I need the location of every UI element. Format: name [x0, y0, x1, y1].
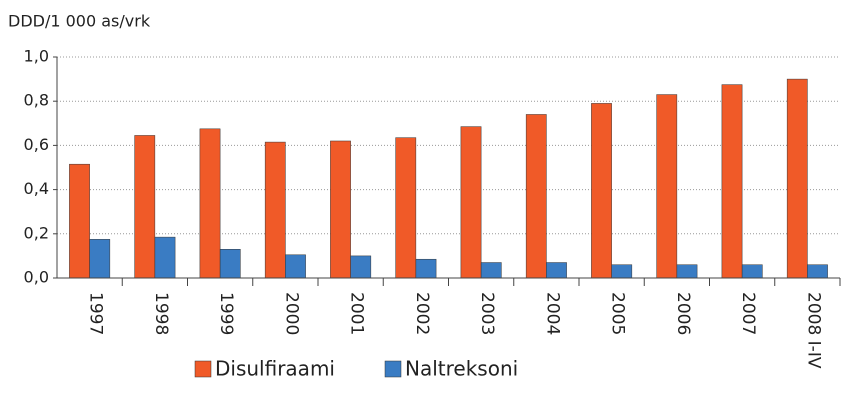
bar [546, 262, 567, 279]
bar [591, 103, 612, 279]
y-tick-label: 0,0 [24, 268, 49, 287]
y-tick-label: 0,6 [24, 135, 49, 154]
bar [350, 255, 372, 279]
bar [199, 128, 221, 279]
x-tick-label: 2001 [347, 292, 367, 335]
x-tick-label: 2000 [281, 292, 301, 335]
bar [611, 264, 633, 279]
x-tick-label: 1999 [216, 292, 236, 335]
x-tick-label: 2007 [738, 292, 758, 335]
bar [219, 249, 241, 279]
x-tick-label: 2008 I-IV [803, 292, 823, 369]
y-tick-label: 0,4 [24, 179, 49, 198]
bar [330, 140, 351, 279]
x-tick-label: 2006 [673, 292, 693, 335]
bar [89, 239, 111, 279]
bar [285, 254, 306, 279]
bar [656, 94, 678, 279]
bar [807, 264, 828, 279]
bar [69, 163, 90, 279]
y-tick-label: 0,8 [24, 91, 49, 110]
x-tick-label: 2003 [477, 292, 497, 335]
x-tick-label: 2002 [412, 292, 432, 335]
x-tick-label: 1998 [151, 292, 171, 335]
bar [460, 126, 482, 279]
bar [480, 262, 502, 279]
bar [741, 264, 763, 279]
bar [786, 78, 808, 279]
y-axis-title: DDD/1 000 as/vrk [8, 12, 151, 31]
bar [154, 236, 176, 279]
bar [395, 137, 417, 279]
legend-label: Naltreksoni [405, 357, 518, 381]
bar [721, 84, 743, 279]
legend-swatch [194, 360, 212, 378]
y-tick-label: 0,2 [24, 223, 49, 242]
bar [134, 135, 156, 279]
legend-swatch [384, 360, 402, 378]
x-tick-label: 2005 [608, 292, 628, 335]
bar [415, 258, 437, 279]
x-tick-label: 1997 [86, 292, 106, 335]
x-tick-label: 2004 [542, 292, 562, 335]
bar [525, 114, 547, 279]
y-tick-label: 1,0 [24, 47, 49, 66]
bar [676, 264, 698, 279]
bar [264, 141, 286, 279]
legend-label: Disulfiraami [215, 357, 335, 381]
